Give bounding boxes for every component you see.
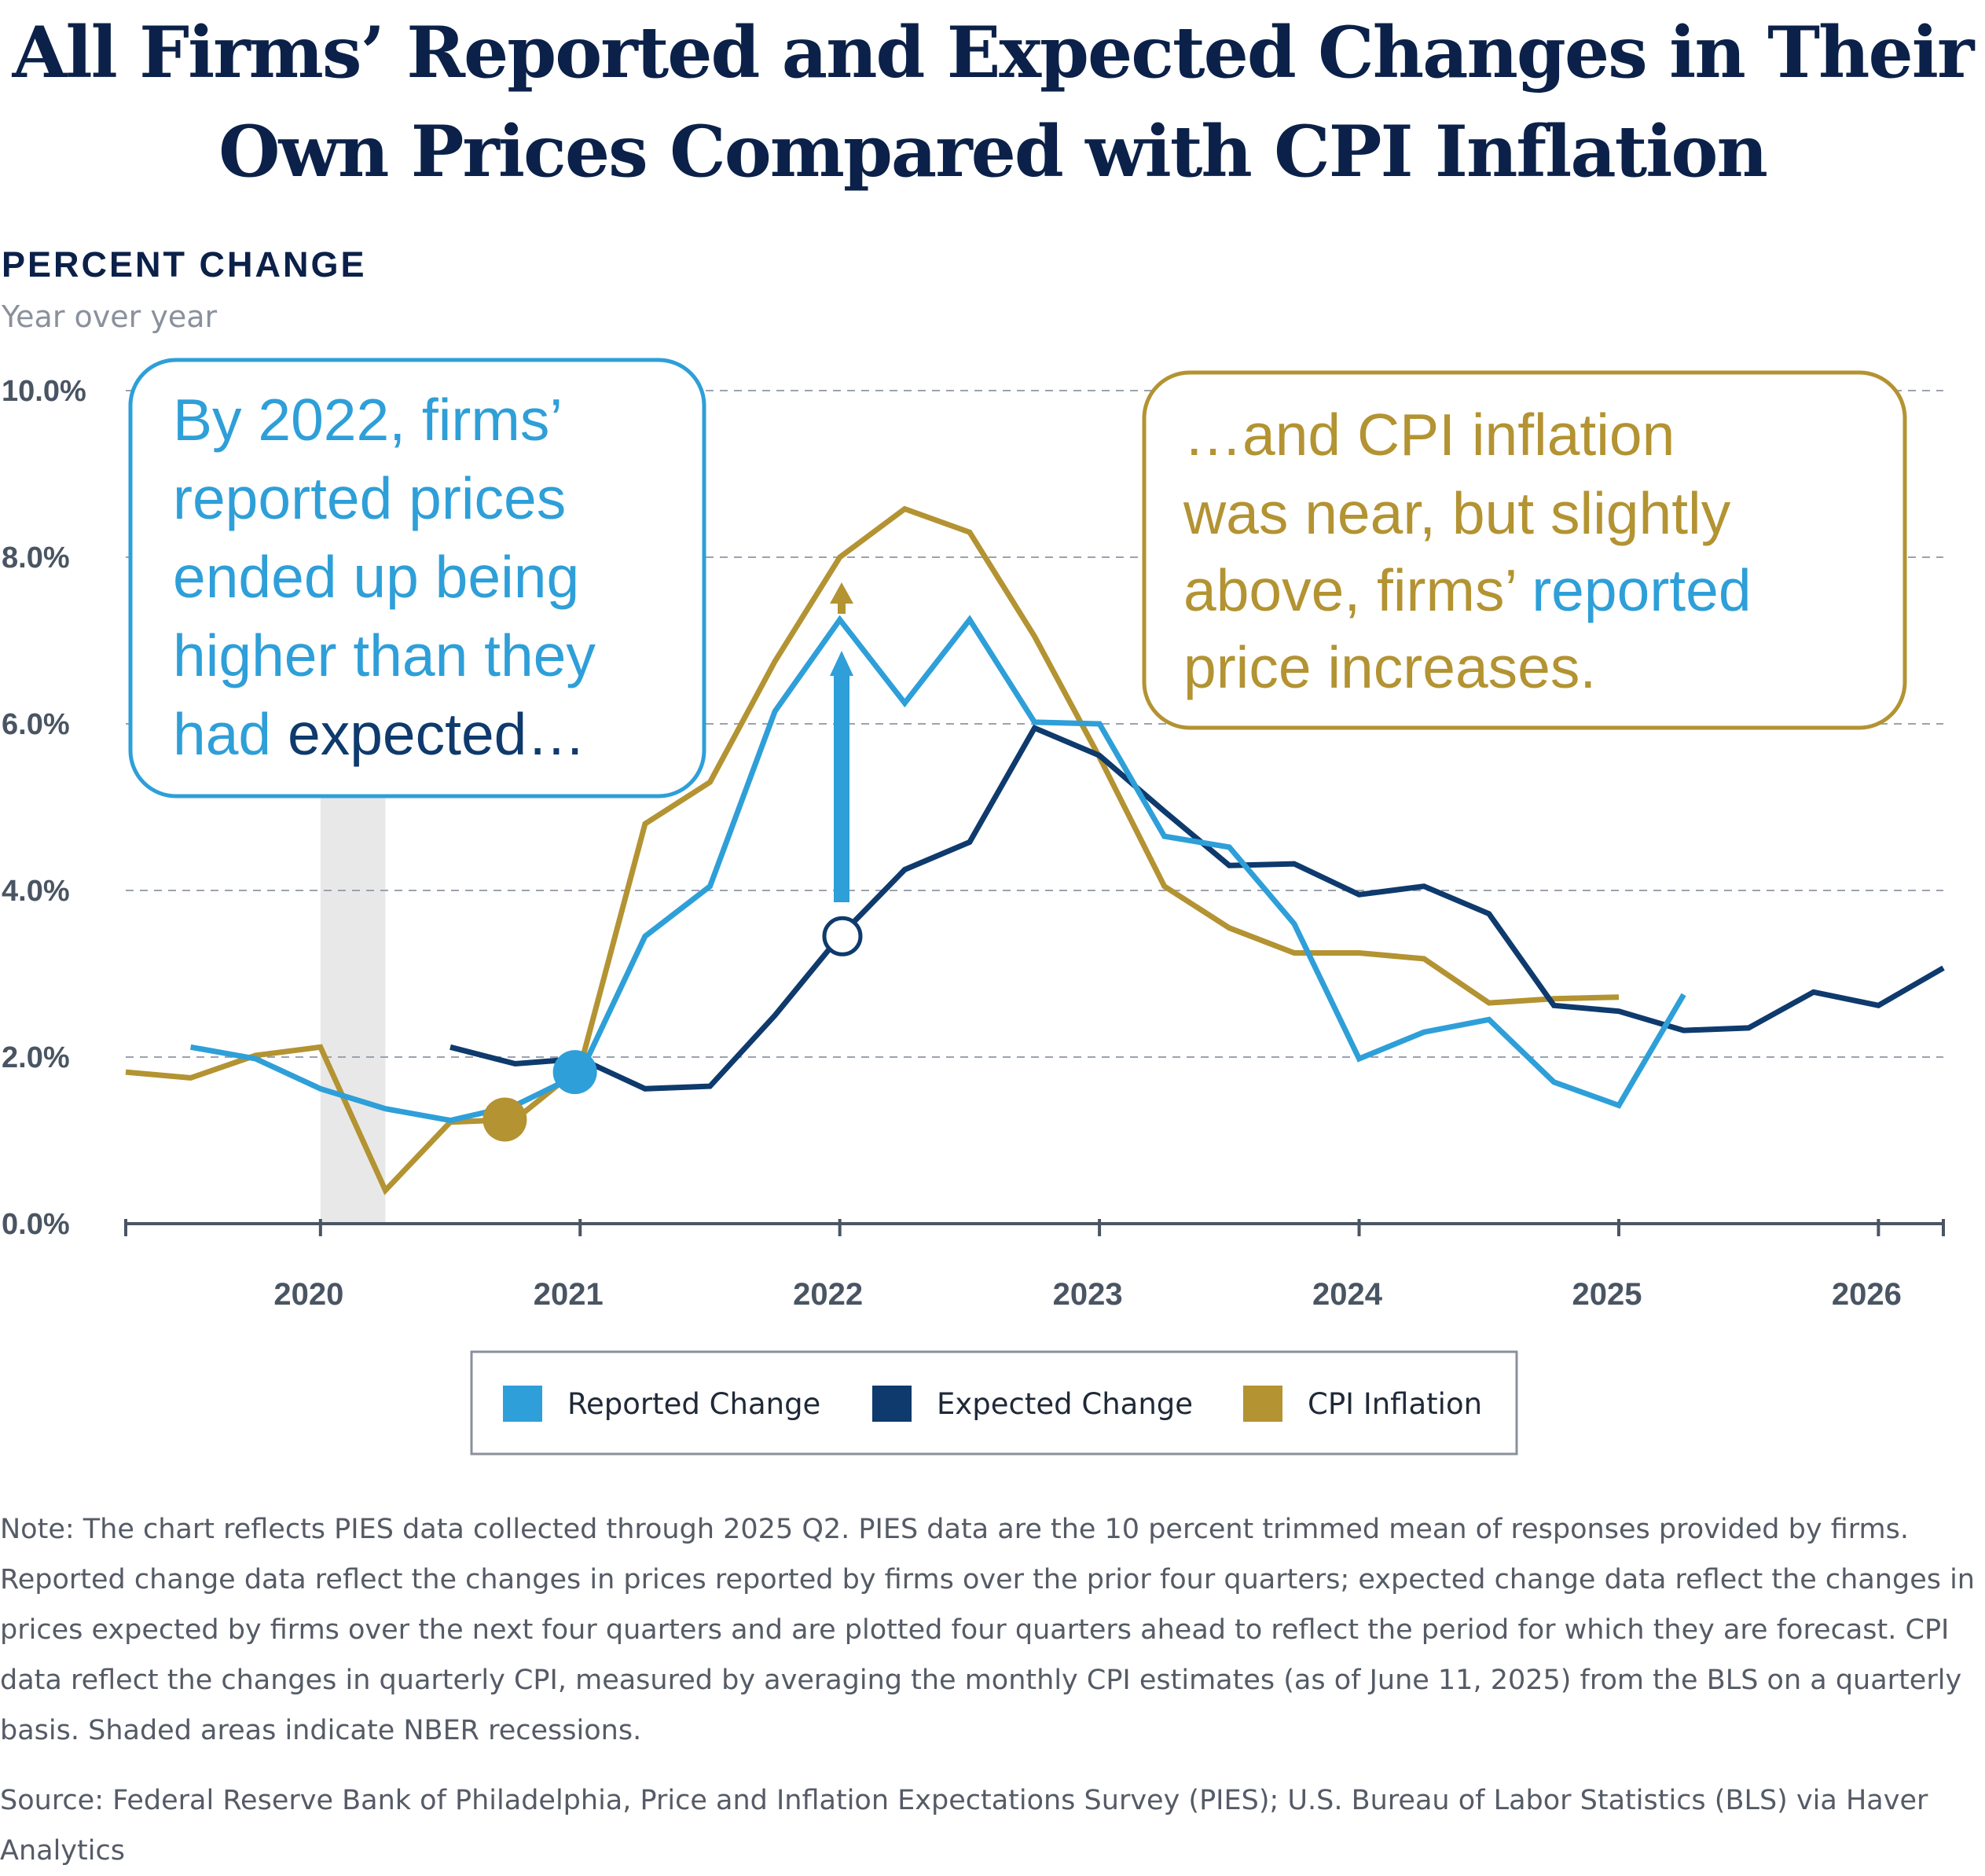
series-line-expected-change	[449, 724, 1945, 1092]
cpi-increase-arrow-head	[830, 582, 853, 604]
x-tick-label: 2026	[1832, 1277, 1902, 1312]
legend-swatch-expected	[872, 1386, 912, 1422]
x-axis: 2020 2021 2022 2023 2024 2025 2026	[124, 1219, 1945, 1312]
chart-source: Source: Federal Reserve Bank of Philadel…	[0, 1785, 1928, 1867]
annotation-right-line-4: price increases.	[1183, 634, 1596, 700]
annotation-left-prefix: had	[173, 701, 288, 767]
legend-box	[470, 1350, 1518, 1456]
chart-title: All Firms’ Reported and Expected Changes…	[0, 3, 1985, 201]
annotation-left-line-1: By 2022, firms’	[173, 387, 563, 453]
x-tick-label: 2024	[1312, 1277, 1383, 1312]
cpi-increase-arrow-shaft	[838, 601, 846, 614]
legend-swatch-cpi	[1243, 1386, 1282, 1422]
annotation-left-line-3: ended up being	[173, 544, 579, 610]
cpi-2020q4-point	[482, 1097, 527, 1142]
reported-increase-arrow-head	[830, 651, 853, 676]
reported-2021-point	[552, 1050, 597, 1095]
y-axis-ticks: 0.0% 2.0% 4.0% 6.0% 8.0% 10.0%	[2, 375, 86, 1241]
y-axis-title: PERCENT CHANGE	[2, 244, 367, 285]
legend-swatch-reported	[503, 1386, 542, 1422]
annotation-right-emphasis: reported	[1532, 557, 1751, 623]
x-tick-label: 2020	[273, 1277, 343, 1312]
legend-label-reported: Reported Change	[567, 1387, 820, 1421]
y-axis-subtitle: Year over year	[1, 299, 218, 334]
line-chart: PERCENT CHANGE Year over year 0.0% 2.0% 4.…	[1, 244, 1945, 1456]
legend-label-expected: Expected Change	[937, 1387, 1193, 1421]
annotation-left: By 2022, firms’ reported prices ended up…	[128, 358, 706, 798]
legend: Reported Change Expected Change CPI Infl…	[470, 1350, 1518, 1456]
annotation-right-line-1: …and CPI inflation	[1183, 402, 1675, 468]
annotation-left-line-2: reported prices	[173, 465, 566, 531]
annotation-right-line-3: above, firms’ reported	[1183, 557, 1752, 623]
y-tick-label: 8.0%	[2, 542, 70, 575]
annotation-right-prefix: above, firms’	[1183, 557, 1532, 623]
x-tick-label: 2022	[793, 1277, 863, 1312]
annotation-left-line-4: higher than they	[173, 622, 596, 688]
highlight-markers	[482, 916, 863, 1142]
y-tick-label: 6.0%	[2, 708, 70, 741]
annotation-right-box	[1142, 370, 1907, 730]
series-lines	[125, 505, 1945, 1195]
annotation-left-box	[128, 358, 706, 798]
annotation-right-line-2: was near, but slightly	[1183, 480, 1731, 546]
chart-title-line-2: Own Prices Compared with CPI Inflation	[218, 110, 1768, 193]
reported-increase-arrow-shaft	[834, 674, 849, 902]
series-line-cpi-inflation	[125, 505, 1620, 1195]
annotation-left-line-5: had expected…	[173, 701, 585, 767]
chart-title-line-1: All Firms’ Reported and Expected Changes…	[12, 11, 1975, 94]
series-line-reported-change	[189, 615, 1686, 1124]
annotation-left-emphasis: expected…	[288, 701, 585, 767]
expected-2022-point	[822, 916, 863, 956]
increase-arrows	[830, 582, 853, 902]
y-tick-label: 4.0%	[2, 875, 70, 908]
x-tick-label: 2021	[534, 1277, 604, 1312]
y-tick-label: 0.0%	[2, 1208, 70, 1241]
y-tick-label: 10.0%	[2, 375, 86, 408]
legend-label-cpi: CPI Inflation	[1308, 1387, 1482, 1421]
y-tick-label: 2.0%	[2, 1041, 70, 1074]
chart-note: Note: The chart reflects PIES data colle…	[0, 1514, 1975, 1746]
x-tick-label: 2023	[1053, 1277, 1123, 1312]
annotation-right: …and CPI inflation was near, but slightl…	[1142, 370, 1907, 730]
x-tick-label: 2025	[1572, 1277, 1642, 1312]
